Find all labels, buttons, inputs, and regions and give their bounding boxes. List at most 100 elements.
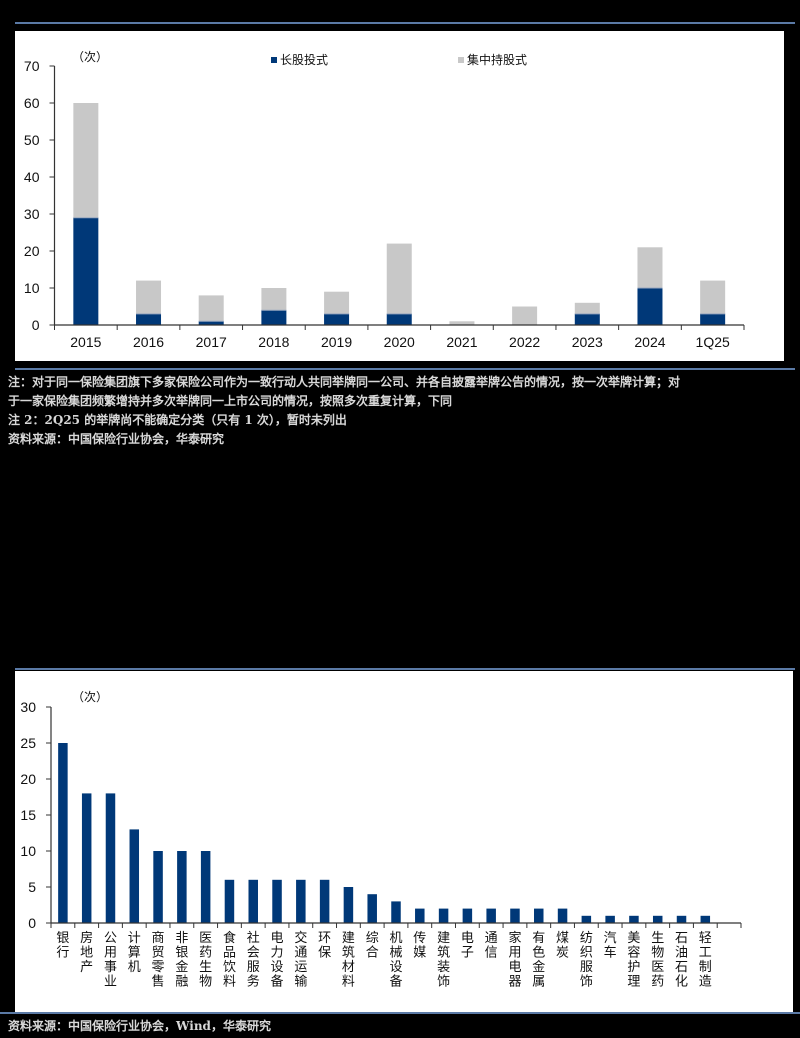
legend-label: 长股投式	[280, 52, 328, 67]
x-tick-label-char: 媒	[413, 946, 426, 961]
bar-concentrated	[637, 247, 663, 288]
x-tick-label-char: 饰	[437, 975, 450, 990]
x-tick-label-char: 商	[152, 931, 165, 946]
x-tick-label-char: 有	[532, 931, 545, 946]
bar-industry	[557, 908, 568, 923]
x-tick-label-char: 油	[675, 946, 688, 961]
x-tick-label-char: 地	[80, 946, 93, 961]
x-tick-label-char: 料	[342, 975, 355, 990]
bar-long-term	[386, 313, 412, 325]
x-tick-label-char: 备	[389, 974, 402, 990]
y-tick-label: 10	[20, 843, 36, 859]
stacked-bar-chart-yearly: 0 10 20 30 40 50 60 70 （次） 2015 2016 2017 2018 2019 20…	[24, 50, 745, 350]
bar-industry	[105, 793, 116, 923]
bar-long-term	[700, 313, 726, 325]
top-rule	[15, 22, 795, 24]
y-tick-label: 20	[20, 771, 36, 787]
x-tick-label-char: 融	[175, 975, 188, 990]
bar-concentrated	[324, 291, 350, 314]
x-tick-label-char: 生	[199, 960, 212, 975]
x-tick-label-char: 机	[128, 960, 141, 975]
y-tick-label: 5	[28, 879, 36, 895]
x-tick-label-char: 物	[651, 946, 664, 961]
chart-industry-panel: 0 5 10 15 20 25 30 （次）银行房地产公用事业计算机商贸零售非银金融医药生物食…	[15, 671, 793, 1012]
x-tick-label-char: 金	[532, 959, 545, 975]
x-tick-label-char: 炭	[556, 946, 569, 961]
bar-long-term	[73, 217, 99, 325]
bar-industry	[486, 908, 496, 923]
x-tick-label: 2019	[321, 334, 352, 350]
x-tick-label-char: 保	[318, 946, 331, 961]
legend-swatch	[458, 57, 464, 63]
x-tick-label-char: 事	[104, 960, 117, 975]
x-tick-label-char: 通	[294, 946, 307, 961]
bar-industry	[177, 851, 187, 923]
x-tick-label-char: 石	[675, 960, 688, 975]
x-tick-label-char: 房	[80, 930, 93, 946]
x-tick-label-char: 汽	[604, 931, 617, 946]
bar-industry	[581, 915, 592, 923]
x-tick-label-char: 售	[152, 974, 165, 990]
bar-industry	[58, 743, 68, 923]
x-tick-label-char: 药	[199, 946, 212, 961]
bar-long-term	[198, 321, 224, 325]
x-tick-label-char: 筑	[437, 945, 450, 961]
x-tick-label-char: 业	[104, 975, 117, 990]
x-tick-label-char: 子	[461, 946, 474, 961]
x-tick-label: 2017	[196, 334, 227, 350]
x-tick-label: 2016	[133, 334, 164, 350]
bar-industry	[438, 908, 449, 923]
x-tick-label-char: 属	[532, 975, 545, 990]
x-tick-label-char: 造	[699, 975, 712, 990]
source-line-bottom: 资料来源：中国保险行业协会，Wind，华泰研究	[8, 1019, 271, 1033]
x-tick-label-char: 行	[56, 946, 69, 961]
bar-industry	[343, 887, 354, 923]
y-tick-label: 25	[20, 735, 36, 751]
y-tick-label: 0	[28, 915, 36, 931]
x-tick-label-char: 公	[104, 931, 117, 946]
x-tick-label-char: 轻	[699, 931, 712, 946]
x-tick-label-char: 机	[389, 931, 402, 946]
x-tick-label-char: 服	[247, 960, 260, 975]
y-tick-label: 10	[24, 280, 40, 296]
bar-industry	[676, 915, 687, 923]
y-tick-label: 30	[20, 699, 36, 715]
bar-industry	[319, 879, 330, 923]
note-line-1: 注：对于同一保险集团旗下多家保险公司作为一致行动人共同举牌同一公司、并各自披露举…	[8, 375, 681, 389]
x-tick-label: 2021	[446, 334, 477, 350]
y-tick-label: 70	[24, 58, 40, 74]
x-tick-label-char: 用	[104, 946, 117, 961]
bottom-rule-bottom	[0, 1012, 800, 1014]
bar-concentrated	[261, 288, 287, 311]
x-tick-label-char: 药	[651, 975, 664, 990]
x-tick-label-char: 化	[675, 975, 688, 990]
bar-industry	[200, 851, 211, 923]
x-tick-label-char: 力	[271, 946, 284, 961]
x-tick-label: 2018	[258, 334, 289, 350]
x-tick-label-char: 务	[247, 974, 260, 990]
x-tick-label-char: 器	[508, 975, 521, 990]
x-tick-label-char: 计	[128, 931, 141, 946]
x-tick-label-char: 医	[199, 931, 212, 946]
bar-concentrated	[700, 280, 726, 314]
bar-concentrated	[512, 306, 538, 325]
x-tick-label-char: 会	[247, 946, 260, 961]
note-line-2: 于一家保险集团频繁增持并多次举牌同一上市公司的情况，按照多次重复计算，下同	[8, 394, 453, 408]
bar-industry	[224, 879, 235, 923]
x-tick-label-char: 理	[627, 975, 640, 990]
note-line-3: 注 2：2Q25 的举牌尚不能确定分类（只有 1 次），暂时未列出	[8, 413, 347, 427]
bar-concentrated	[574, 302, 600, 314]
x-tick-label-char: 信	[485, 946, 498, 961]
x-tick-label-char: 产	[80, 960, 93, 975]
bar-long-term	[261, 310, 287, 325]
bar-concentrated	[386, 243, 412, 314]
x-tick-label: 2024	[634, 334, 665, 350]
bar-industry	[652, 915, 663, 923]
x-tick-label-char: 生	[651, 931, 664, 946]
x-tick-label-char: 环	[318, 931, 331, 946]
bar-industry	[415, 908, 425, 923]
x-tick-label-char: 运	[294, 960, 307, 975]
x-tick-label-char: 车	[604, 945, 617, 961]
x-tick-label-char: 筑	[342, 945, 355, 961]
x-tick-label-char: 装	[437, 960, 450, 975]
